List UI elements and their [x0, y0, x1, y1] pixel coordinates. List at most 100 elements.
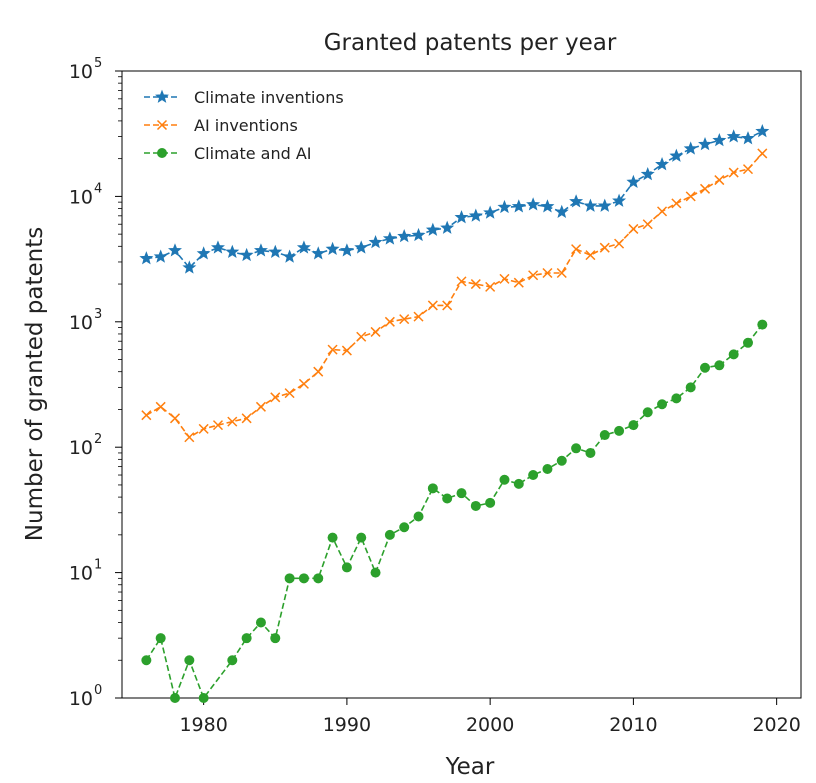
- data-point-climate-inventions: [526, 197, 541, 211]
- legend-item-climate-and-ai: Climate and AI: [144, 144, 312, 163]
- data-point-climate-and-ai: [671, 393, 682, 404]
- data-point-climate-inventions: [669, 148, 684, 162]
- data-point-climate-inventions: [139, 251, 154, 265]
- data-point-climate-inventions: [698, 137, 712, 151]
- y-tick-base: 10: [69, 437, 93, 459]
- data-point-climate-inventions: [483, 205, 498, 219]
- data-point-climate-and-ai: [528, 470, 539, 481]
- data-point-climate-and-ai: [298, 573, 309, 584]
- series-line-ai-inventions: [145, 152, 763, 439]
- data-point-ai-inventions: [155, 401, 166, 412]
- data-point-climate-and-ai: [427, 483, 438, 494]
- y-tick-base: 10: [69, 186, 93, 208]
- data-point-climate-inventions: [225, 244, 240, 258]
- data-point-climate-inventions: [554, 204, 569, 219]
- data-point-ai-inventions: [757, 148, 768, 159]
- data-point-climate-and-ai: [470, 500, 481, 511]
- data-point-climate-inventions: [640, 166, 655, 181]
- y-tick-exponent: 5: [94, 56, 102, 71]
- data-point-ai-inventions: [671, 198, 682, 209]
- data-point-climate-inventions: [354, 240, 369, 254]
- data-point-climate-and-ai: [413, 511, 424, 522]
- data-point-climate-and-ai: [456, 488, 467, 499]
- data-point-ai-inventions: [427, 300, 438, 311]
- data-point-climate-inventions: [626, 174, 641, 189]
- data-point-climate-inventions: [425, 222, 440, 236]
- data-point-ai-inventions: [728, 167, 739, 178]
- legend-marker: [157, 148, 167, 158]
- data-point-climate-and-ai: [241, 633, 252, 644]
- data-point-climate-and-ai: [198, 693, 209, 703]
- data-point-ai-inventions: [542, 267, 553, 279]
- data-point-climate-inventions: [211, 240, 225, 254]
- data-point-climate-and-ai: [614, 425, 625, 436]
- series-ai-inventions: [141, 148, 768, 443]
- x-tick-label: 1990: [323, 714, 371, 736]
- data-point-ai-inventions: [456, 276, 467, 287]
- data-point-climate-and-ai: [356, 532, 367, 543]
- data-point-ai-inventions: [341, 345, 352, 356]
- data-point-ai-inventions: [313, 366, 324, 377]
- data-point-climate-inventions: [540, 199, 555, 213]
- data-point-ai-inventions: [270, 392, 281, 403]
- y-tick-base: 10: [69, 61, 93, 83]
- data-point-climate-and-ai: [341, 562, 352, 573]
- data-point-ai-inventions: [556, 267, 567, 279]
- data-point-ai-inventions: [571, 244, 582, 255]
- data-point-ai-inventions: [169, 413, 181, 424]
- data-point-climate-and-ai: [370, 567, 381, 578]
- y-tick-label: 10: [69, 563, 93, 585]
- data-point-climate-and-ai: [284, 573, 295, 584]
- data-point-climate-and-ai: [384, 529, 395, 540]
- data-point-ai-inventions: [499, 273, 510, 284]
- data-point-ai-inventions: [241, 413, 252, 424]
- data-point-ai-inventions: [327, 344, 338, 355]
- y-tick-exponent: 4: [94, 181, 102, 196]
- data-point-ai-inventions: [442, 300, 453, 311]
- legend-label: AI inventions: [194, 116, 298, 135]
- legend-label: Climate inventions: [194, 88, 344, 107]
- y-tick-label: 10: [69, 312, 93, 334]
- data-point-ai-inventions: [470, 279, 481, 290]
- data-point-ai-inventions: [356, 331, 367, 342]
- data-point-climate-and-ai: [571, 443, 582, 454]
- data-point-climate-and-ai: [327, 532, 338, 543]
- data-point-ai-inventions: [284, 388, 295, 399]
- data-point-climate-and-ai: [556, 455, 567, 466]
- data-point-climate-and-ai: [141, 655, 152, 666]
- x-tick-label: 1980: [179, 714, 227, 736]
- data-point-climate-and-ai: [757, 319, 768, 330]
- y-axis-label: Number of granted patents: [22, 227, 48, 541]
- data-point-climate-inventions: [411, 227, 426, 242]
- data-point-climate-and-ai: [728, 349, 739, 360]
- legend-item-climate-inventions: Climate inventions: [144, 88, 344, 107]
- series-climate-inventions: [139, 124, 770, 274]
- data-point-climate-inventions: [612, 193, 627, 207]
- data-point-ai-inventions: [212, 420, 224, 431]
- legend-item-ai-inventions: AI inventions: [144, 116, 298, 135]
- data-point-climate-inventions: [368, 235, 383, 249]
- y-tick-label: 10: [69, 437, 93, 459]
- data-point-climate-inventions: [382, 231, 397, 245]
- data-point-ai-inventions: [184, 432, 195, 443]
- data-point-ai-inventions: [255, 401, 266, 412]
- x-axis: 1980 1990 2000 2010 2020: [179, 698, 801, 736]
- data-point-climate-inventions: [597, 198, 612, 212]
- data-point-ai-inventions: [642, 219, 653, 230]
- data-point-climate-inventions: [253, 243, 268, 257]
- data-point-climate-and-ai: [170, 693, 181, 703]
- data-point-ai-inventions: [485, 281, 496, 292]
- data-point-climate-inventions: [440, 220, 455, 234]
- data-point-ai-inventions: [585, 250, 596, 261]
- y-tick-exponent: 0: [94, 683, 102, 698]
- data-point-ai-inventions: [198, 423, 209, 434]
- data-point-climate-and-ai: [657, 399, 668, 410]
- data-point-climate-inventions: [311, 246, 326, 260]
- data-point-climate-inventions: [712, 133, 727, 147]
- data-point-climate-and-ai: [255, 617, 266, 628]
- chart-title: Granted patents per year: [324, 30, 617, 56]
- data-point-climate-and-ai: [442, 493, 453, 504]
- data-point-climate-inventions: [282, 249, 297, 263]
- data-point-ai-inventions: [699, 183, 711, 194]
- data-point-climate-and-ai: [270, 633, 281, 644]
